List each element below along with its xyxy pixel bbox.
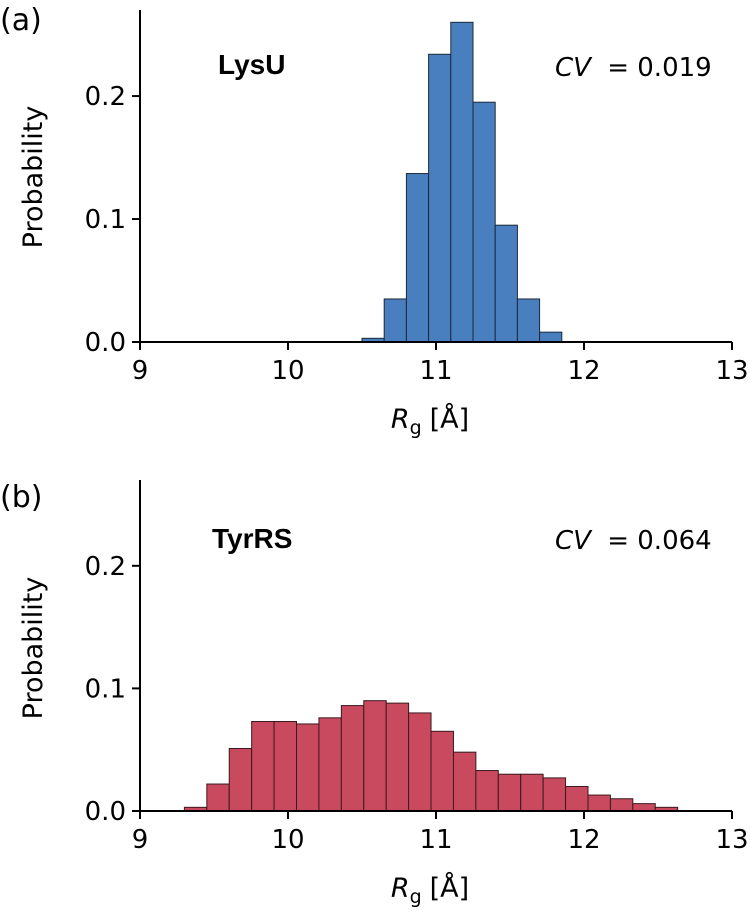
panel-a-xtick-label-1: 10 bbox=[271, 356, 304, 386]
panel-b-label: (b) bbox=[0, 480, 42, 515]
panel-b-ylabel: Probability bbox=[18, 577, 49, 720]
panel-b-bar-2 bbox=[228, 747, 253, 812]
panel-b-bar-15 bbox=[520, 773, 544, 812]
panel-a-xtick-label-2: 11 bbox=[419, 356, 452, 386]
panel-b-bar-12 bbox=[452, 751, 477, 812]
panel-b-bar-8 bbox=[363, 700, 387, 812]
panel-b-protein-name: TyrRS bbox=[212, 523, 292, 554]
panel-a-protein-name: LysU bbox=[218, 49, 285, 80]
panel-b-bar-20 bbox=[632, 803, 656, 812]
panel-a-label: (a) bbox=[0, 3, 42, 38]
panel-b-xlabel-unit: [Å] bbox=[430, 872, 470, 904]
panel-a-bar-8 bbox=[539, 331, 563, 343]
panel-a-bar-4 bbox=[450, 21, 474, 343]
panel-b-bar-3 bbox=[251, 721, 275, 812]
panel-a-xlabel: Rg [Å] bbox=[391, 403, 469, 439]
panel-a-ylabel: Probability bbox=[18, 106, 49, 249]
panel-b-bar-16 bbox=[542, 777, 567, 812]
panel-b-cv-value: = 0.064 bbox=[607, 526, 711, 556]
panel-b-bar-1 bbox=[206, 783, 230, 812]
panel-a-bars bbox=[361, 21, 563, 343]
panel-a-bar-3 bbox=[428, 53, 452, 343]
panel-b-xlabel-symbol: R bbox=[391, 873, 410, 904]
panel-b-bar-7 bbox=[340, 705, 365, 812]
panel-b-bar-10 bbox=[408, 712, 432, 812]
panel-b-xtick-label-4: 13 bbox=[715, 825, 748, 855]
panel-b-xlabel-sub: g bbox=[410, 886, 422, 908]
panel-b-bar-11 bbox=[430, 730, 454, 812]
panel-a-ytick-label-1: 0.1 bbox=[85, 205, 126, 235]
panel-a-bar-5 bbox=[472, 101, 496, 343]
panel-b-bar-9 bbox=[385, 702, 410, 812]
panel-a-cv-annotation: CV = 0.019 bbox=[555, 53, 712, 83]
panel-b-ytick-label-1: 0.1 bbox=[85, 674, 126, 704]
panel-b-bar-19 bbox=[609, 798, 634, 812]
panel-b-bar-5 bbox=[296, 723, 320, 812]
panel-a-xtick-label-0: 9 bbox=[132, 356, 149, 386]
panel-a-xtick-label-3: 12 bbox=[567, 356, 600, 386]
panel-a-ytick-label-0: 0.0 bbox=[85, 328, 126, 358]
panel-a-bar-2 bbox=[405, 173, 430, 343]
panel-b-xtick-label-1: 10 bbox=[271, 825, 304, 855]
panel-a-cv-symbol: CV bbox=[555, 53, 593, 83]
panel-b-cv-annotation: CV = 0.064 bbox=[555, 526, 712, 556]
panel-b-xtick-label-3: 12 bbox=[567, 825, 600, 855]
panel-a-cv-value: = 0.019 bbox=[607, 53, 711, 83]
panel-a-xlabel-unit: [Å] bbox=[430, 403, 470, 435]
panel-b-bar-6 bbox=[318, 717, 342, 812]
panel-b-ytick-label-2: 0.2 bbox=[85, 552, 126, 582]
panel-a-xlabel-symbol: R bbox=[391, 404, 410, 435]
panel-b-cv-symbol: CV bbox=[555, 526, 593, 556]
panel-b-xtick-label-2: 11 bbox=[419, 825, 452, 855]
panel-b-bar-18 bbox=[587, 794, 611, 812]
panel-a-bar-6 bbox=[494, 224, 518, 343]
panel-a-xlabel-sub: g bbox=[410, 417, 422, 439]
panel-b-ytick-label-0: 0.0 bbox=[85, 797, 126, 827]
panel-b-bars bbox=[183, 700, 679, 812]
panel-b-bar-17 bbox=[565, 785, 589, 812]
panel-a-histogram: (a) LysU CV = 0.019 Probability Rg [Å] 9 1… bbox=[0, 3, 749, 439]
panel-b-ticks: 9 10 11 12 13 0.0 0.1 0.2 bbox=[85, 480, 749, 855]
panel-a-ticks: 9 10 11 12 13 0.0 0.1 0.2 bbox=[85, 10, 749, 386]
panel-a-ytick-label-2: 0.2 bbox=[85, 82, 126, 112]
panel-b-xtick-label-0: 9 bbox=[132, 825, 149, 855]
panel-b-histogram: (b) TyrRS CV = 0.064 Probability Rg [Å] 9… bbox=[0, 480, 749, 908]
panel-b-bar-14 bbox=[497, 773, 522, 812]
panel-b-bar-13 bbox=[475, 770, 499, 812]
panel-b-xlabel: Rg [Å] bbox=[391, 872, 469, 908]
panel-a-bar-1 bbox=[383, 298, 407, 343]
panel-a-xtick-label-4: 13 bbox=[715, 356, 748, 386]
panel-a-bar-7 bbox=[516, 298, 541, 343]
panel-b-bar-4 bbox=[273, 721, 298, 812]
